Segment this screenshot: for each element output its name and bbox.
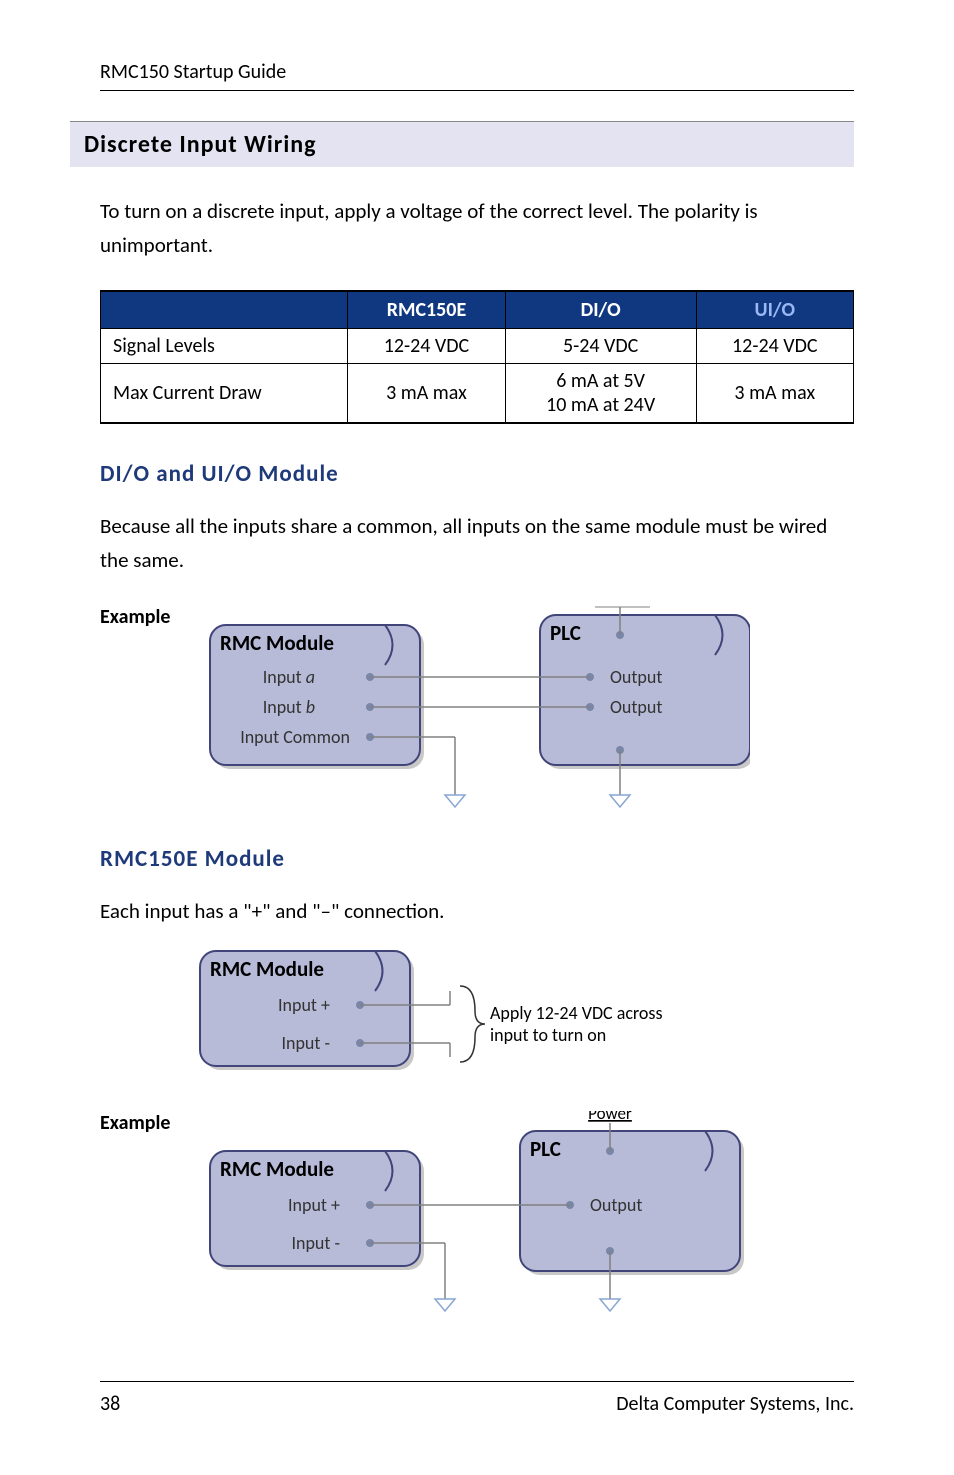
- diagram-rmc150e-example: RMC Module Input + Input - PLC Output Po…: [190, 1111, 750, 1321]
- cell: 3 mA max: [348, 364, 505, 424]
- input-minus-2: Input -: [291, 1232, 340, 1254]
- cell-line1: 6 mA at 5V: [556, 369, 645, 393]
- table-row: Signal Levels 12-24 VDC 5-24 VDC 12-24 V…: [101, 329, 854, 364]
- page-footer: 38 Delta Computer Systems, Inc.: [100, 1381, 854, 1416]
- intro-text: To turn on a discrete input, apply a vol…: [100, 195, 854, 262]
- col-rmc150e: RMC150E: [348, 291, 505, 329]
- sub2-text: Each input has a "+" and "–" connection.: [100, 895, 854, 929]
- plc-output-3: Output: [590, 1194, 642, 1216]
- plc-title-2: PLC: [530, 1136, 561, 1162]
- col-uio: UI/O: [696, 291, 853, 329]
- power-label-2: Power: [588, 1111, 632, 1124]
- input-minus-1: Input -: [281, 1032, 330, 1054]
- apply-text-2: input to turn on: [490, 1024, 606, 1046]
- doc-header: RMC150 Startup Guide: [100, 60, 854, 91]
- diagram-dio-uio: RMC Module Input a Input b Input Common …: [190, 605, 750, 815]
- rmc150e-svg-2: RMC Module Input + Input - PLC Output Po…: [190, 1111, 750, 1321]
- rmc150e-svg-1: RMC Module Input + Input - Apply 12-24 V…: [180, 941, 740, 1081]
- cell: 12-24 VDC: [696, 329, 853, 364]
- cell: 12-24 VDC: [348, 329, 505, 364]
- input-b-label: Input b: [263, 696, 315, 718]
- example-label-2: Example: [100, 1111, 190, 1135]
- input-plus-1: Input +: [278, 994, 330, 1016]
- table-header-row: RMC150E DI/O UI/O: [101, 291, 854, 329]
- table-row: Max Current Draw 3 mA max 6 mA at 5V 10 …: [101, 364, 854, 424]
- cell-line2: 10 mA at 24V: [546, 393, 655, 417]
- rmc-title: RMC Module: [220, 630, 334, 656]
- section-heading: Discrete Input Wiring: [70, 121, 854, 167]
- subheading-dio-uio: DI/O and UI/O Module: [100, 460, 854, 488]
- apply-text-1: Apply 12-24 VDC across: [490, 1002, 663, 1024]
- col-blank: [101, 291, 348, 329]
- section-title-text: Discrete Input Wiring: [84, 130, 316, 159]
- cell: 5-24 VDC: [505, 329, 696, 364]
- cell: 3 mA max: [696, 364, 853, 424]
- company-name: Delta Computer Systems, Inc.: [616, 1392, 854, 1416]
- page-number: 38: [100, 1392, 120, 1416]
- input-a-label: Input a: [263, 666, 315, 688]
- dio-uio-svg: RMC Module Input a Input b Input Common …: [190, 605, 750, 815]
- input-common-label: Input Common: [240, 726, 350, 748]
- doc-title: RMC150 Startup Guide: [100, 60, 286, 84]
- plc-output-1: Output: [610, 666, 662, 688]
- sub1-text: Because all the inputs share a common, a…: [100, 510, 854, 577]
- plc-title-1: PLC: [550, 620, 581, 646]
- cell: 6 mA at 5V 10 mA at 24V: [505, 364, 696, 424]
- diagram-rmc150e-simple: RMC Module Input + Input - Apply 12-24 V…: [180, 941, 854, 1081]
- rmc-title-3: RMC Module: [220, 1156, 334, 1182]
- cell-label: Max Current Draw: [101, 364, 348, 424]
- rmc-title-2: RMC Module: [210, 956, 324, 982]
- spec-table: RMC150E DI/O UI/O Signal Levels 12-24 VD…: [100, 290, 854, 424]
- example-label-1: Example: [100, 605, 190, 629]
- plc-output-2: Output: [610, 696, 662, 718]
- input-plus-2: Input +: [288, 1194, 340, 1216]
- cell-label: Signal Levels: [101, 329, 348, 364]
- subheading-rmc150e: RMC150E Module: [100, 845, 854, 873]
- col-dio: DI/O: [505, 291, 696, 329]
